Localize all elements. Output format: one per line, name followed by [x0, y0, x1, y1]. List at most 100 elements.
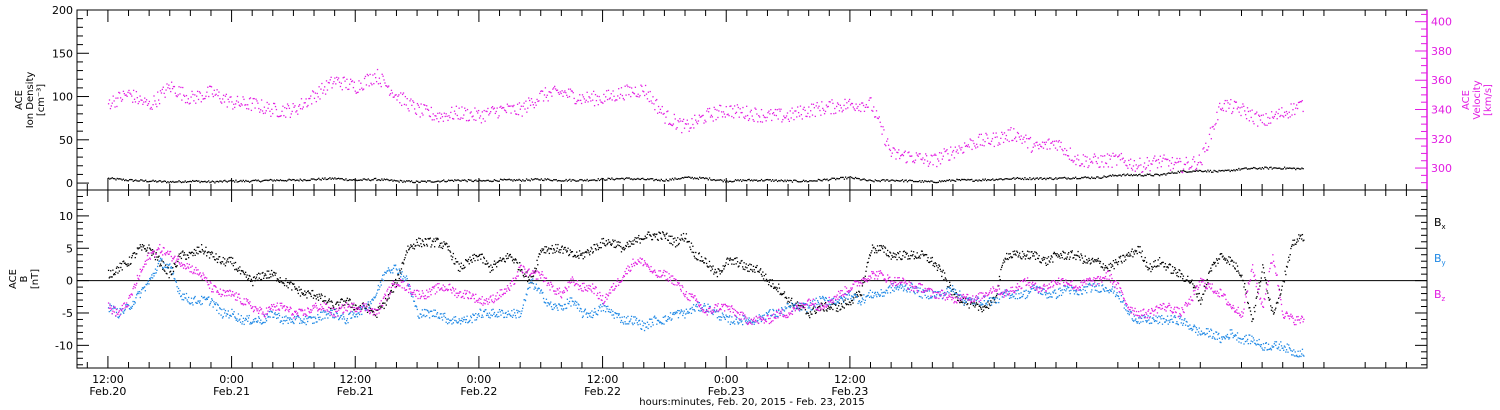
by-point: [681, 310, 683, 312]
density-point: [650, 178, 653, 180]
velocity-point: [803, 106, 805, 109]
bx-point: [863, 277, 865, 279]
by-point: [547, 302, 550, 304]
bx-point: [659, 232, 661, 234]
velocity-point: [1228, 107, 1230, 109]
velocity-tick-label: 360: [1431, 74, 1452, 87]
density-point: [1091, 176, 1093, 178]
velocity-point: [602, 102, 604, 104]
velocity-point: [328, 82, 330, 84]
bx-point: [787, 300, 789, 303]
velocity-point: [1257, 125, 1259, 127]
bx-point: [295, 287, 297, 290]
bx-point: [222, 256, 224, 259]
by-point: [185, 292, 188, 295]
velocity-point: [343, 76, 345, 78]
density-point: [540, 178, 543, 180]
bx-point: [1122, 254, 1124, 257]
density-point: [1125, 174, 1127, 176]
density-point: [861, 179, 863, 181]
field-tick-label: 5: [66, 242, 73, 255]
velocity-point: [1110, 155, 1112, 157]
velocity-point: [1233, 100, 1236, 103]
velocity-point: [771, 119, 773, 122]
bx-point: [1252, 318, 1255, 320]
velocity-point: [318, 86, 320, 88]
density-point: [496, 180, 498, 182]
bx-point: [192, 254, 194, 257]
by-point: [359, 306, 361, 308]
velocity-point: [828, 101, 830, 103]
by-point: [220, 314, 222, 316]
density-point: [948, 179, 951, 181]
velocity-point: [156, 105, 158, 108]
bx-point: [1151, 268, 1154, 270]
velocity-point: [1004, 138, 1007, 140]
bx-point: [452, 256, 454, 258]
density-point: [967, 178, 969, 181]
velocity-point: [600, 101, 602, 103]
velocity-point: [233, 103, 235, 105]
bx-point: [1131, 248, 1133, 250]
bx-point: [709, 265, 711, 267]
by-point: [341, 318, 343, 320]
by-point: [783, 310, 786, 312]
velocity-point: [135, 90, 138, 93]
velocity-point: [491, 106, 494, 108]
bx-point: [133, 252, 136, 254]
velocity-point: [387, 86, 389, 88]
density-point: [931, 180, 933, 182]
velocity-point: [707, 108, 709, 110]
by-point: [533, 288, 535, 290]
bx-point: [1262, 264, 1264, 266]
bx-point: [1095, 260, 1097, 263]
density-point: [674, 177, 676, 179]
velocity-point: [1129, 164, 1131, 166]
bx-point: [254, 280, 256, 282]
density-point: [838, 177, 841, 180]
by-point: [203, 296, 206, 298]
velocity-point: [909, 155, 911, 157]
velocity-point: [344, 80, 346, 82]
velocity-point: [298, 105, 300, 107]
velocity-point: [800, 113, 803, 116]
bx-point: [300, 288, 302, 291]
density-point: [482, 179, 484, 182]
bx-point: [878, 249, 880, 251]
velocity-point: [611, 99, 613, 101]
bx-point: [157, 256, 159, 258]
bx-point: [1126, 253, 1128, 255]
by-point: [611, 314, 613, 316]
bx-point: [387, 294, 390, 296]
density-point: [833, 177, 836, 180]
bx-point: [498, 259, 501, 262]
velocity-point: [703, 122, 705, 124]
by-point: [172, 272, 175, 274]
by-point: [615, 312, 617, 314]
velocity-point: [674, 118, 676, 120]
bx-point: [466, 260, 468, 262]
velocity-point: [373, 82, 375, 85]
by-point: [788, 305, 790, 308]
density-point: [1282, 168, 1285, 170]
by-point: [425, 309, 427, 311]
density-point: [511, 179, 513, 181]
velocity-point: [813, 107, 816, 109]
bx-point: [809, 311, 812, 313]
velocity-point: [733, 117, 735, 119]
velocity-point: [1013, 128, 1015, 130]
velocity-point: [1177, 161, 1179, 164]
velocity-point: [379, 82, 381, 85]
bx-point: [573, 255, 575, 258]
bx-point: [1010, 255, 1012, 258]
bx-point: [832, 302, 835, 305]
velocity-point: [1025, 134, 1027, 136]
bx-point: [523, 276, 525, 278]
velocity-point: [426, 108, 429, 111]
velocity-point: [712, 120, 714, 122]
density-point: [436, 180, 439, 182]
velocity-point: [302, 106, 304, 108]
velocity-point: [126, 95, 128, 97]
velocity-point: [164, 96, 166, 98]
bx-point: [1170, 272, 1172, 274]
